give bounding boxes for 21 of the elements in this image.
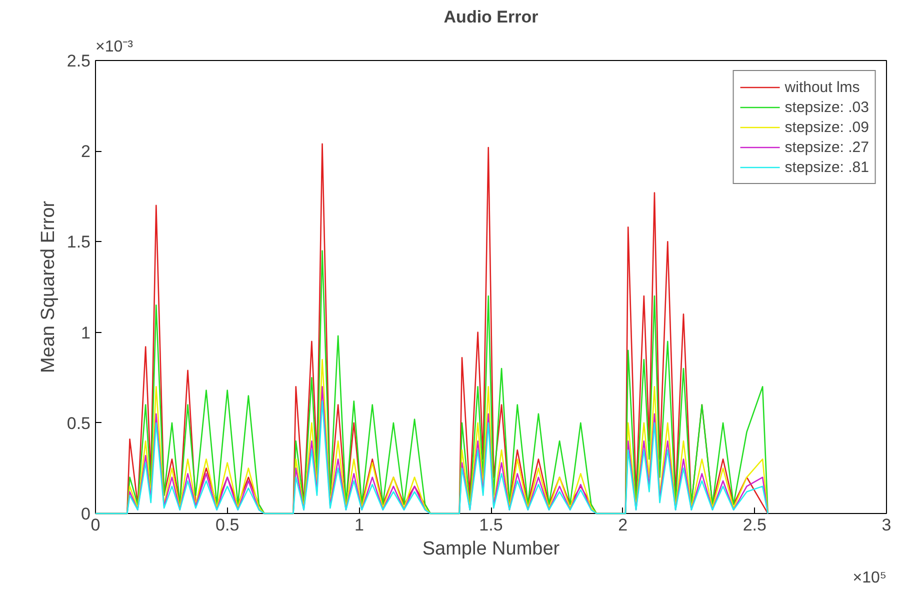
x-tick-label: 0.5 xyxy=(216,516,240,534)
x-tick-label: 2.5 xyxy=(742,516,766,534)
y-axis-title: Mean Squared Error xyxy=(38,200,59,374)
x-axis-title: Sample Number xyxy=(422,538,560,560)
y-tick-label: 2.5 xyxy=(66,52,91,70)
legend-label: stepsize: .81 xyxy=(784,158,869,176)
x-tick-label: 2 xyxy=(618,516,628,534)
y-tick-label: 1 xyxy=(81,323,91,342)
legend-label: stepsize: .03 xyxy=(784,98,869,116)
x-tick-label: 3 xyxy=(882,516,892,534)
legend-label: without lms xyxy=(784,78,860,96)
chart-title: Audio Error xyxy=(444,8,539,26)
text: ×10⁻³ xyxy=(96,38,134,56)
text: ×10⁵ xyxy=(852,570,887,586)
y-tick-label: 1.5 xyxy=(66,232,91,252)
x-tick-label: 1.5 xyxy=(479,516,503,534)
y-tick-label: 2 xyxy=(81,142,91,162)
legend-label: stepsize: .27 xyxy=(784,138,869,156)
y-tick-label: 0.5 xyxy=(66,414,91,433)
x-tick-label: 1 xyxy=(354,516,364,534)
legend-label: stepsize: .09 xyxy=(784,118,869,136)
